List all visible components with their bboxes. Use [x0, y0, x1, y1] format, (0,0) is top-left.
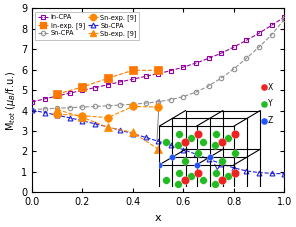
Legend: In-CPA, In-exp. [9], Sn-CPA, Sn-exp. [9], Sb-CPA, Sb-exp. [9]: In-CPA, In-exp. [9], Sn-CPA, Sn-exp. [9]…	[36, 12, 139, 40]
X-axis label: x: x	[155, 213, 161, 223]
Y-axis label: M$_{tot}$ ($\mu_{B}$/f.u.): M$_{tot}$ ($\mu_{B}$/f.u.)	[4, 70, 18, 131]
